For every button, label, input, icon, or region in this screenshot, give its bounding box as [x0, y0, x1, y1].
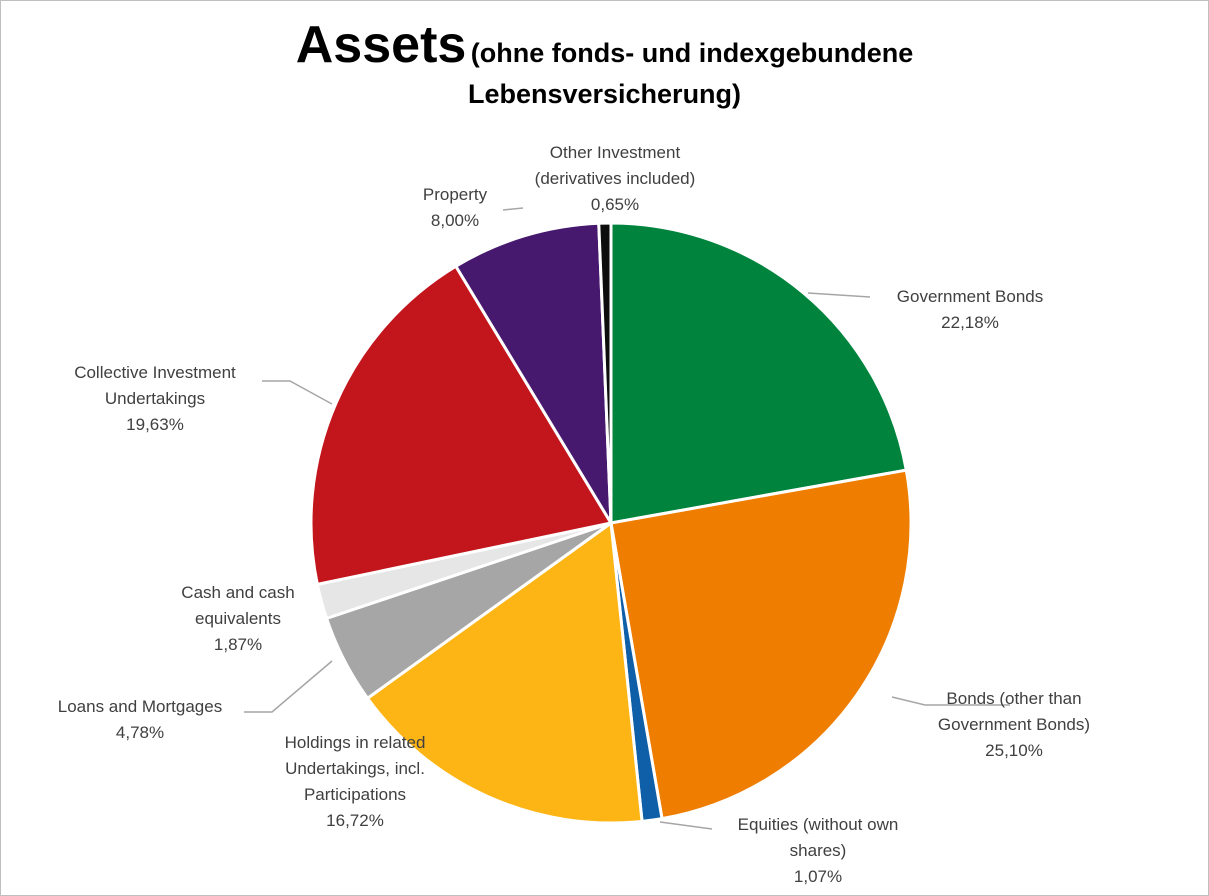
- pie-slice-1: [609, 468, 913, 821]
- slice-value-label: 16,72%: [326, 811, 384, 830]
- slice-category-label: (derivatives included): [535, 169, 696, 188]
- slice-label-4: Loans and Mortgages 4,78%: [58, 697, 222, 742]
- slice-category-label: Undertakings, incl.: [285, 759, 425, 778]
- pie-slices: [309, 221, 913, 825]
- pie-slice-8: [597, 221, 613, 524]
- leader-lines: [244, 207, 1010, 830]
- leader-line-7: [502, 207, 524, 211]
- slice-value-label: 1,87%: [214, 635, 262, 654]
- pie-slice-6: [309, 264, 614, 587]
- slice-category-label: Bonds (other than: [946, 689, 1081, 708]
- slice-category-label: Government Bonds): [938, 715, 1090, 734]
- slice-value-label: 0,65%: [591, 195, 639, 214]
- slice-category-label: Other Investment: [550, 143, 681, 162]
- slice-labels: Government Bonds 22,18% Bonds (other than G…: [58, 143, 1090, 886]
- chart-title: Assets (ohne fonds- und indexgebundene L…: [0, 14, 1209, 111]
- leader-line-1: [891, 696, 1010, 706]
- slice-category-label: Participations: [304, 785, 406, 804]
- slice-label-0: Government Bonds 22,18%: [897, 287, 1043, 332]
- slice-category-label: shares): [790, 841, 847, 860]
- leader-line-0: [807, 292, 871, 298]
- slice-category-label: Government Bonds: [897, 287, 1043, 306]
- slice-value-label: 4,78%: [116, 723, 164, 742]
- slice-category-label: Undertakings: [105, 389, 205, 408]
- slice-label-7: Property 8,00%: [423, 185, 488, 230]
- slice-category-label: equivalents: [195, 609, 281, 628]
- slice-label-6: Collective Investment Undertakings 19,63%: [74, 363, 236, 434]
- slice-label-5: Cash and cash equivalents 1,87%: [181, 583, 294, 654]
- slice-label-1: Bonds (other than Government Bonds) 25,10%: [938, 689, 1090, 760]
- pie-slice-3: [365, 520, 644, 825]
- chart-subtitle-line1: (ohne fonds- und indexgebundene: [470, 38, 914, 68]
- slice-value-label: 25,10%: [985, 741, 1043, 760]
- slice-label-2: Equities (without own shares) 1,07%: [738, 815, 899, 886]
- slice-label-8: Other Investment (derivatives included) 0,…: [535, 143, 696, 214]
- slice-value-label: 22,18%: [941, 313, 999, 332]
- slice-category-label: Equities (without own: [738, 815, 899, 834]
- chart-subtitle-line2: Lebensversicherung): [467, 79, 742, 110]
- slice-value-label: 1,07%: [794, 867, 842, 886]
- slice-category-label: Cash and cash: [181, 583, 294, 602]
- pie-slice-0: [609, 221, 909, 525]
- slice-category-label: Loans and Mortgages: [58, 697, 222, 716]
- slice-label-3: Holdings in related Undertakings, incl. Pa…: [285, 733, 426, 830]
- pie-slice-7: [453, 221, 613, 524]
- chart-title-main: Assets: [295, 16, 467, 74]
- slice-value-label: 19,63%: [126, 415, 184, 434]
- leader-line-2: [659, 821, 713, 830]
- slice-category-label: Collective Investment: [74, 363, 236, 382]
- slice-category-label: Holdings in related: [285, 733, 426, 752]
- leader-line-6: [262, 380, 333, 405]
- slice-value-label: 8,00%: [431, 211, 479, 230]
- slice-category-label: Property: [423, 185, 488, 204]
- leader-line-4: [244, 660, 333, 713]
